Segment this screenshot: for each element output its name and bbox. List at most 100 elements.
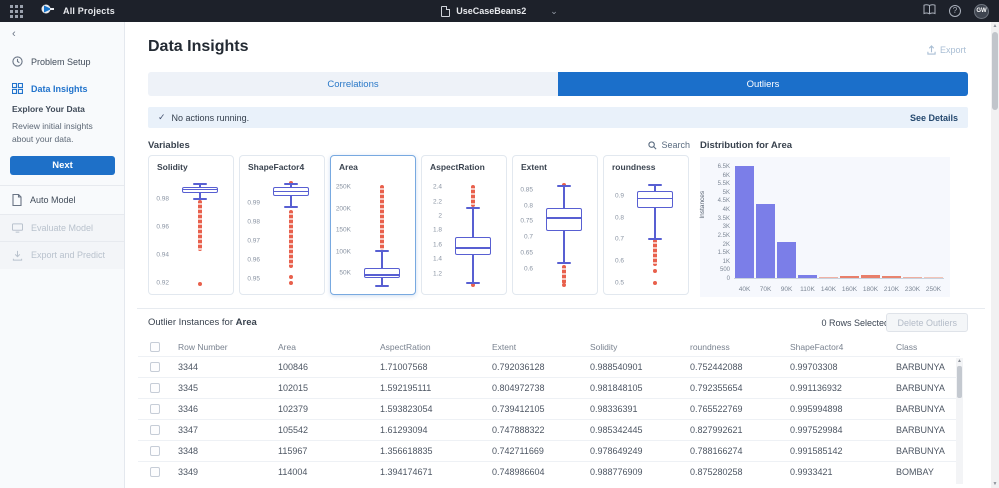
sidebar-item-evaluate-model[interactable]: Evaluate Model [0,213,124,241]
cell: 105542 [278,425,309,435]
y-axis-tick: 5.5K [717,181,730,188]
table-row: 3349 114004 1.394174671 0.748986604 0.988776… [138,461,960,482]
project-name[interactable]: UseCaseBeans2 [456,6,527,16]
table-row: 3348 115967 1.356618835 0.742711669 0.978649… [138,440,960,461]
clock-icon [12,56,23,67]
box [546,208,582,232]
delete-outliers-button[interactable]: Delete Outliers [886,313,968,332]
search-control[interactable]: Search [630,140,690,150]
variable-card-Area[interactable]: Area 250K 200K 150K 100K 50K [330,155,416,295]
project-chevron-down-icon[interactable]: ⌄ [550,5,558,16]
cell: 1.394174671 [380,467,433,477]
table-row: 3345 102015 1.592195111 0.804972738 0.981848… [138,377,960,398]
variable-card-AspectRation[interactable]: AspectRation 2.4 2.2 2 1.8 1.6 1.4 1.2 [421,155,507,295]
y-axis-tick: 1K [722,258,730,265]
variable-card-roundness[interactable]: roundness 0.9 0.8 0.7 0.6 0.5 [603,155,689,295]
row-checkbox[interactable] [150,383,160,393]
page-scrollbar[interactable]: ▲ ▼ [991,22,999,488]
y-axis-tick: 2K [722,241,730,248]
project-doc-icon [441,5,451,17]
histogram-bar [861,274,880,278]
axis-tick-label: 0.85 [520,186,533,194]
row-checkbox[interactable] [150,404,160,414]
all-projects-link[interactable]: All Projects [63,6,115,16]
row-checkbox[interactable] [150,425,160,435]
whisker-cap [466,206,480,209]
cell: 0.747888322 [492,425,545,435]
sidebar-section-label: Explore Your Data [12,104,85,114]
cell: 0.752442088 [690,362,743,372]
axis-tick-label: 0.99 [247,199,260,207]
outlier-point [653,281,657,286]
outlier-table-title: Outlier Instances for Area [148,317,257,328]
datarobot-logo-icon[interactable] [39,2,55,21]
sidebar-item-auto-model[interactable]: Auto Model [0,184,124,214]
axis-tick-label: 0.97 [247,237,260,245]
y-axis-tick: 2.5K [717,232,730,239]
axis-tick-label: 0.9 [614,192,624,200]
whisker-cap [193,183,207,186]
cell: 0.875280258 [690,467,743,477]
docs-book-icon[interactable] [923,2,936,20]
box [455,237,491,256]
sidebar-item-label: Data Insights [31,83,88,94]
row-checkbox-cell [138,362,174,372]
sidebar-item-label: Problem Setup [31,56,91,67]
whisker-cap [557,185,571,188]
cell: 0.792036128 [492,362,545,372]
x-axis-tick: 210K [883,286,900,293]
tab-outliers[interactable]: Outliers [558,72,968,96]
whisker-cap [193,197,207,200]
help-icon[interactable]: ? [949,5,961,17]
variable-card-title: Area [339,162,358,172]
cell: BARBUNYA [896,404,945,414]
tab-correlations[interactable]: Correlations [148,72,558,96]
topbar: All Projects UseCaseBeans2 ⌄ ? GW [0,0,999,22]
median-line [637,197,673,200]
variable-card-ShapeFactor4[interactable]: ShapeFactor4 0.99 0.98 0.97 0.96 0.95 [239,155,325,295]
sidebar: ‹ Problem Setup Data Insights Explore Yo… [0,22,125,488]
variable-card-Solidity[interactable]: Solidity 0.98 0.96 0.94 0.92 [148,155,234,295]
table-scrollbar-thumb[interactable] [957,366,962,398]
cell: 0.991585142 [790,446,843,456]
row-checkbox[interactable] [150,446,160,456]
variable-card-title: AspectRation [430,162,485,172]
whisker-cap [284,205,298,208]
x-axis-tick: 250K [925,286,942,293]
sidebar-item-export-and-predict[interactable]: Export and Predict [0,240,124,269]
row-checkbox[interactable] [150,467,160,477]
sidebar-item-problem-setup[interactable]: Problem Setup [0,48,124,75]
sidebar-item-data-insights[interactable]: Data Insights [0,75,124,102]
table-scrollbar[interactable]: ▲ [956,358,963,484]
row-checkbox[interactable] [150,362,160,372]
outlier-point [562,283,566,288]
whisker-line [654,184,656,239]
avatar[interactable]: GW [974,3,989,19]
median-line [273,190,309,193]
outlier-table: Row Number Area AspectRation Extent Solidity… [138,338,960,482]
outlier-point [289,275,293,280]
axis-tick-label: 0.92 [156,279,169,287]
variables-cards: Solidity 0.98 0.96 0.94 0.92 ShapeFactor4 0.99… [148,155,694,295]
cell: 1.71007568 [380,362,428,372]
histogram-bar [882,276,901,278]
variable-card-Extent[interactable]: Extent 0.85 0.8 0.75 0.7 0.65 0.6 [512,155,598,295]
app-launcher-icon[interactable] [10,4,23,18]
median-line [364,274,400,276]
axis-tick-label: 2.2 [432,198,442,205]
select-all-checkbox[interactable] [150,342,160,352]
cell: 0.99703308 [790,362,838,372]
axis-tick-label: 0.65 [520,249,533,257]
outlier-points [380,184,384,250]
next-button[interactable]: Next [10,155,115,175]
outlier-points [653,239,657,267]
see-details-link[interactable]: See Details [909,112,958,123]
x-axis-tick: 140K [820,286,837,293]
variable-card-title: Extent [521,162,547,172]
export-button[interactable]: Export [927,45,966,55]
rows-selected-count: 0 Rows Selected [821,318,889,328]
outlier-point [471,282,475,287]
page-scrollbar-thumb[interactable] [992,32,998,110]
y-axis-tick: 0 [726,276,730,282]
sidebar-collapse-icon[interactable]: ‹ [12,28,16,40]
